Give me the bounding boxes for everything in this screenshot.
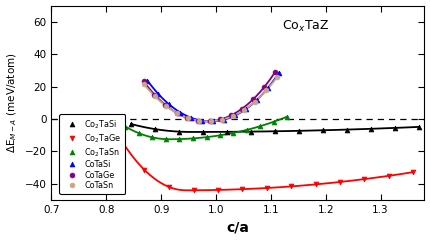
CoTaSi	[145, 79, 150, 82]
CoTaSi	[255, 98, 260, 101]
CoTaGe	[152, 93, 157, 96]
Co$_2$TaSi	[416, 126, 421, 128]
CoTaSn	[219, 118, 224, 121]
CoTaSn	[230, 114, 235, 117]
Co$_2$TaSn	[258, 125, 263, 128]
CoTaGe	[240, 107, 245, 110]
Co$_2$TaSi	[129, 123, 134, 126]
CoTaSi	[156, 92, 161, 95]
CoTaGe	[218, 118, 223, 121]
CoTaSi	[243, 108, 249, 110]
CoTaSn	[175, 112, 180, 115]
Co$_2$TaSi	[393, 126, 398, 129]
Y-axis label: $\Delta$E$_{M-A}$ (meV/atom): $\Delta$E$_{M-A}$ (meV/atom)	[6, 53, 19, 153]
Co$_2$TaSi	[152, 128, 157, 131]
CoTaGe	[273, 70, 278, 73]
Co$_2$TaGe	[387, 174, 392, 177]
Co$_2$TaSn	[150, 136, 155, 139]
Legend: Co$_2$TaSi, Co$_2$TaGe, Co$_2$TaSn, CoTaSi, CoTaGe, CoTaSn: Co$_2$TaSi, Co$_2$TaGe, Co$_2$TaSn, CoTa…	[59, 114, 125, 194]
CoTaSi	[167, 103, 172, 106]
Co$_2$TaSi	[320, 129, 326, 132]
CoTaGe	[141, 80, 146, 83]
Text: Co$_x$TaZ: Co$_x$TaZ	[282, 18, 329, 34]
Co$_2$TaSn	[271, 120, 276, 123]
CoTaSi	[276, 71, 282, 74]
Co$_2$TaGe	[264, 186, 270, 189]
Line: Co$_2$TaGe: Co$_2$TaGe	[117, 136, 416, 193]
Co$_2$TaGe	[362, 178, 367, 180]
CoTaSi	[233, 114, 238, 117]
Co$_2$TaGe	[240, 188, 245, 191]
Co$_2$TaGe	[142, 168, 147, 171]
CoTaSn	[186, 117, 191, 120]
Co$_2$TaSi	[297, 129, 302, 132]
CoTaSn	[252, 100, 258, 103]
CoTaGe	[262, 85, 267, 88]
CoTaGe	[174, 111, 179, 114]
Line: CoTaSi: CoTaSi	[145, 70, 282, 124]
Line: CoTaSn: CoTaSn	[141, 74, 280, 124]
Co$_2$TaSn	[285, 115, 290, 118]
Co$_2$TaSn	[204, 136, 209, 138]
CoTaGe	[251, 98, 256, 101]
CoTaGe	[185, 117, 190, 120]
CoTaGe	[229, 114, 234, 117]
Co$_2$TaGe	[338, 180, 343, 183]
Co$_2$TaSi	[273, 130, 278, 133]
Line: Co$_2$TaSi: Co$_2$TaSi	[129, 121, 421, 134]
Co$_2$TaGe	[411, 171, 416, 174]
Co$_2$TaSn	[136, 132, 141, 135]
Line: Co$_2$TaSn: Co$_2$TaSn	[123, 114, 290, 142]
CoTaSi	[178, 111, 183, 114]
Co$_2$TaGe	[313, 183, 318, 186]
CoTaSn	[275, 75, 280, 78]
Co$_2$TaGe	[166, 185, 171, 188]
CoTaGe	[163, 103, 168, 106]
CoTaSn	[163, 104, 168, 107]
Co$_2$TaSi	[368, 127, 373, 130]
Co$_2$TaGe	[215, 188, 221, 191]
CoTaSi	[222, 118, 227, 121]
Co$_2$TaSn	[123, 125, 128, 128]
Co$_2$TaSi	[224, 130, 230, 133]
Co$_2$TaSn	[163, 138, 169, 141]
Co$_2$TaSi	[176, 130, 181, 133]
CoTaSn	[264, 89, 269, 92]
Co$_2$TaGe	[289, 185, 294, 188]
CoTaGe	[207, 120, 212, 123]
X-axis label: c/a: c/a	[227, 221, 249, 234]
Co$_2$TaGe	[117, 137, 123, 140]
CoTaSi	[200, 119, 205, 122]
Co$_2$TaGe	[191, 189, 196, 192]
Co$_2$TaSi	[248, 130, 253, 133]
CoTaSn	[197, 119, 202, 122]
CoTaSn	[141, 82, 146, 85]
CoTaSn	[208, 120, 213, 123]
CoTaSi	[266, 86, 271, 89]
CoTaSn	[152, 95, 157, 98]
Co$_2$TaSn	[177, 138, 182, 141]
CoTaSi	[189, 116, 194, 119]
Line: CoTaGe: CoTaGe	[141, 69, 278, 124]
Co$_2$TaSi	[200, 131, 206, 133]
Co$_2$TaSn	[190, 137, 195, 140]
CoTaGe	[196, 120, 201, 122]
Co$_2$TaSn	[218, 134, 223, 137]
Co$_2$TaSn	[231, 132, 236, 134]
CoTaSn	[241, 108, 246, 111]
Co$_2$TaSi	[344, 128, 349, 131]
CoTaSi	[211, 120, 216, 123]
Co$_2$TaSn	[244, 128, 249, 131]
